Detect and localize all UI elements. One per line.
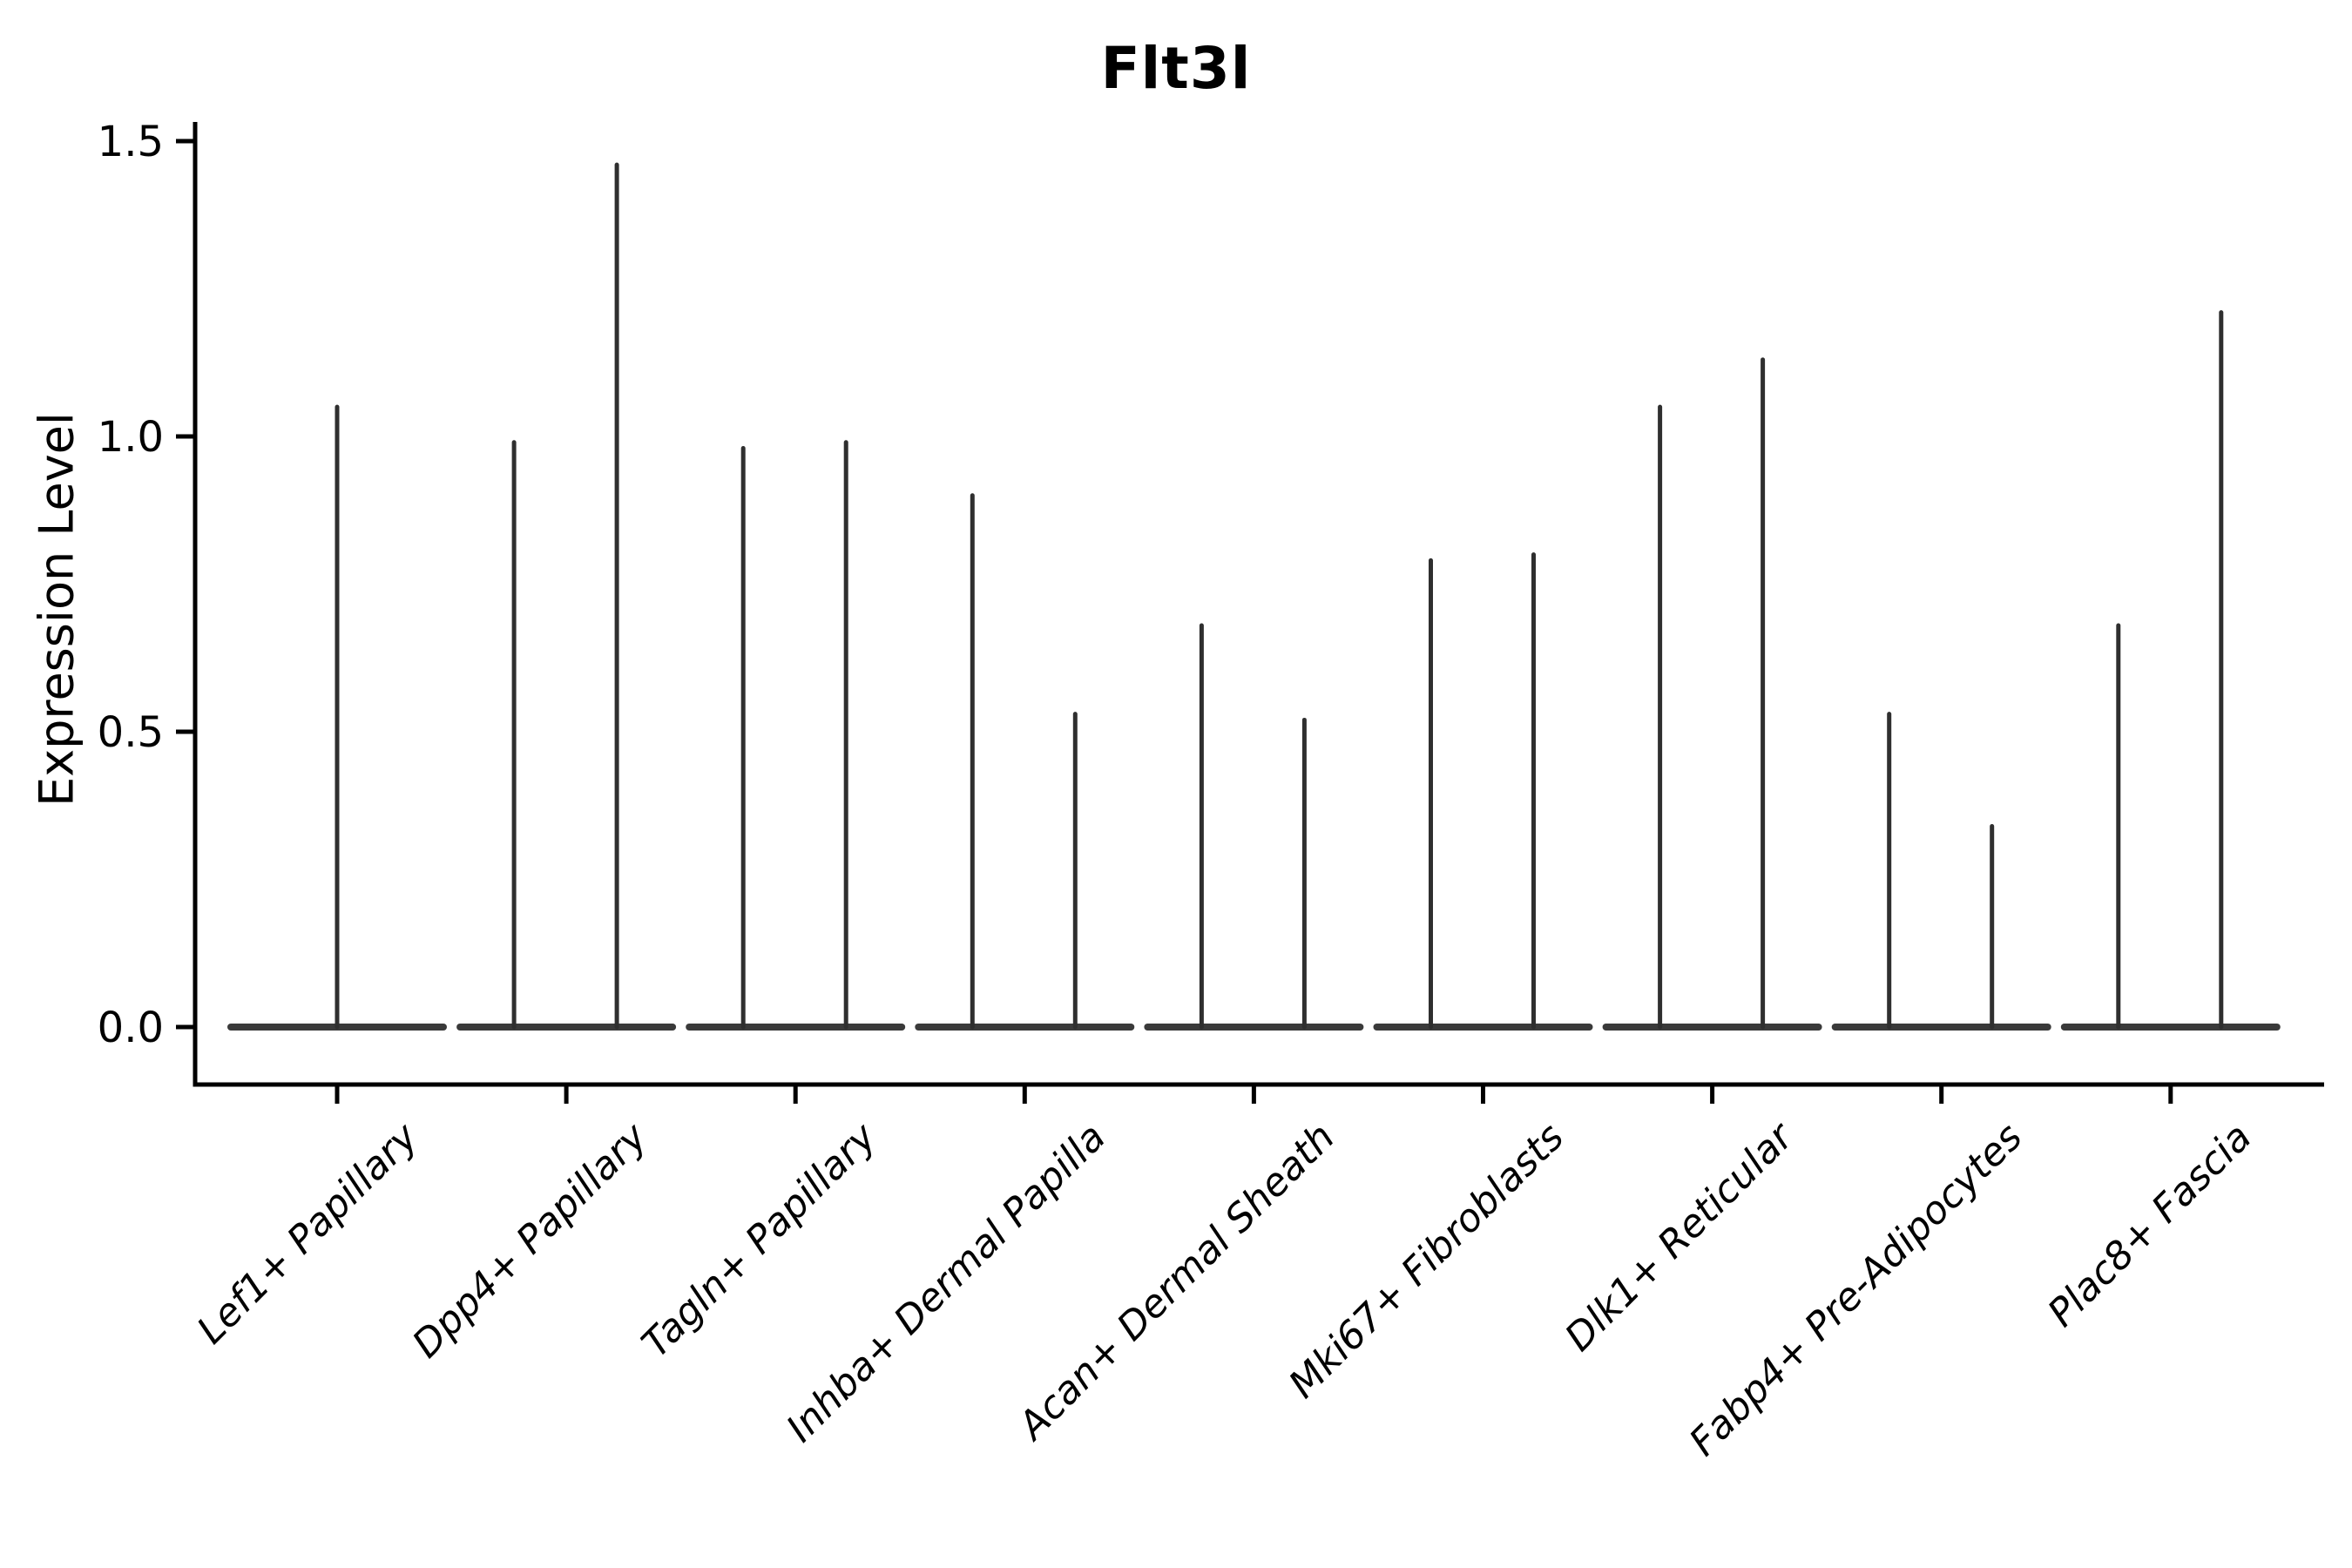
x-tick-label-6: Dlk1+ Reticular (1557, 1113, 1803, 1360)
y-tick-label-0: 0.0 (98, 1004, 164, 1052)
y-tick-label-1: 0.5 (98, 708, 164, 757)
x-tick-label-1: Dpp4+ Papillary (404, 1114, 657, 1367)
y-tick-label-3: 1.5 (98, 118, 164, 166)
x-tick-label-0: Lef1+ Papillary (189, 1114, 428, 1353)
chart-title: Flt3l (1100, 35, 1252, 102)
x-tick-label-8: Plac8+ Fascia (2039, 1115, 2260, 1335)
y-tick-label-2: 1.0 (98, 413, 164, 462)
x-tick-label-2: Tagln+ Papillary (633, 1114, 885, 1366)
